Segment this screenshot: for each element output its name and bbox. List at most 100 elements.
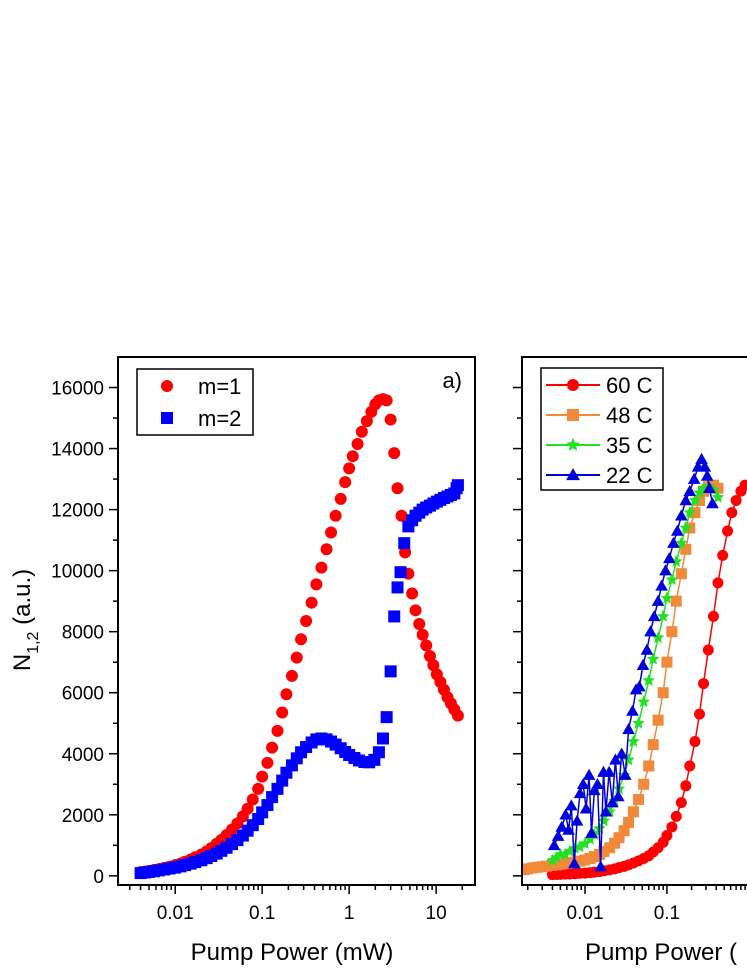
data-point-m-1 — [261, 756, 274, 769]
data-point-35-c — [550, 850, 563, 863]
data-point-m-1 — [391, 482, 404, 495]
legend-item-60-c: 60 C — [546, 373, 653, 398]
data-point-35-c — [546, 853, 559, 866]
data-point-48-c — [643, 760, 655, 772]
y-label-unit: (a.u.) — [9, 569, 36, 632]
data-point-22-c — [671, 524, 684, 536]
data-point-35-c — [583, 832, 597, 845]
data-point-48-c — [680, 543, 692, 555]
data-point-m-1 — [276, 706, 289, 719]
panel-a-data-points — [134, 393, 464, 880]
data-point-m-1 — [256, 770, 269, 783]
data-point-m-1 — [320, 543, 333, 556]
data-point-60-c — [684, 760, 696, 772]
series-22-c — [547, 452, 719, 872]
panel-a-y-tick-label: 2000 — [62, 806, 104, 827]
data-point-m-1 — [246, 793, 259, 806]
data-point-m-1 — [399, 546, 412, 559]
panel-b-x-tick-label: 0.01 — [567, 903, 604, 924]
panel-a-legend-box — [136, 368, 254, 436]
data-point-22-c — [615, 747, 628, 759]
data-point-35-c — [622, 753, 635, 766]
panel-a-x-tick-label: 0.1 — [249, 903, 275, 924]
data-point-35-c — [578, 837, 592, 850]
data-point-35-c — [693, 486, 706, 499]
panel-a-y-tick-label: 16000 — [51, 379, 104, 400]
panel-b-y-ticks — [513, 386, 522, 877]
data-point-m-1 — [351, 437, 364, 450]
data-point-m-2 — [398, 537, 411, 550]
panel-a-y-tick-label: 4000 — [62, 745, 104, 766]
data-point-22-c — [582, 768, 596, 780]
legend-label-35-c: 35 C — [606, 433, 653, 458]
data-point-22-c — [562, 823, 575, 835]
panel-a-x-tick-label: 0.01 — [157, 903, 194, 924]
data-point-m-1 — [266, 741, 279, 754]
data-point-35-c — [660, 591, 674, 604]
data-point-35-c — [597, 814, 611, 827]
data-point-m-1 — [355, 425, 368, 438]
legend-marker-48-c — [567, 409, 579, 421]
data-point-22-c — [706, 497, 719, 509]
data-point-m-2 — [391, 581, 404, 594]
data-point-22-c — [618, 768, 632, 780]
panel-a-y-axis-label: N1,2 (a.u.) — [9, 569, 42, 671]
legend-label-48-c: 48 C — [606, 403, 653, 428]
data-point-22-c — [636, 658, 650, 670]
data-point-m-1 — [413, 618, 426, 631]
data-point-48-c — [684, 522, 696, 534]
data-point-60-c — [694, 708, 706, 720]
data-point-22-c — [663, 552, 676, 564]
data-point-48-c — [694, 494, 706, 506]
data-point-60-c — [702, 644, 714, 656]
panel-b-data-points — [522, 452, 747, 881]
data-point-22-c — [594, 860, 607, 872]
legend-marker-22-c — [566, 468, 580, 481]
data-point-22-c — [585, 826, 598, 838]
data-point-35-c — [711, 490, 725, 503]
data-point-m-1 — [339, 476, 352, 489]
data-point-22-c — [570, 814, 584, 826]
panel-a-y-tick-label: 12000 — [51, 501, 104, 522]
data-point-22-c — [567, 857, 581, 869]
data-point-60-c — [680, 780, 692, 792]
data-point-60-c — [675, 797, 687, 809]
data-point-60-c — [726, 507, 738, 519]
data-point-60-c — [689, 736, 701, 748]
legend-item-48-c: 48 C — [546, 403, 653, 428]
data-point-m-1 — [360, 415, 373, 428]
panel-b-legend-items: 60 C 48 C 35 C 22 C — [546, 373, 653, 488]
data-point-22-c — [576, 777, 590, 790]
data-point-m-1 — [271, 724, 284, 737]
data-point-60-c — [707, 610, 719, 622]
data-point-48-c — [670, 595, 682, 607]
data-point-m-1 — [380, 394, 393, 407]
data-point-60-c — [666, 821, 678, 833]
data-point-22-c — [602, 765, 616, 777]
data-point-m-1 — [285, 669, 298, 682]
data-point-35-c — [632, 716, 645, 729]
panel-b: 0.01 0.1 Pump Power ( 60 C 48 C 35 C 22 C — [513, 356, 747, 966]
series-60-c — [546, 479, 747, 881]
data-point-m-1 — [423, 650, 436, 663]
data-point-m-2 — [388, 610, 401, 623]
data-point-22-c — [626, 704, 639, 716]
data-point-22-c — [555, 820, 569, 832]
panel-b-legend: 60 C 48 C 35 C 22 C — [540, 367, 664, 491]
data-point-m-1 — [409, 604, 422, 617]
data-point-m-1 — [295, 633, 308, 646]
data-point-22-c — [679, 494, 693, 506]
data-point-60-c — [722, 525, 734, 537]
data-point-48-c — [666, 626, 678, 638]
legend-marker-60-c — [567, 379, 579, 391]
data-point-22-c — [651, 594, 665, 606]
data-point-22-c — [647, 610, 661, 622]
data-point-22-c — [551, 829, 565, 841]
legend-item-35-c: 35 C — [546, 433, 653, 458]
data-point-22-c — [599, 805, 613, 817]
data-point-22-c — [605, 796, 619, 808]
panel-a-x-tick-label: 1 — [344, 903, 355, 924]
legend-marker-m1 — [161, 380, 173, 392]
data-point-m-1 — [305, 596, 318, 609]
